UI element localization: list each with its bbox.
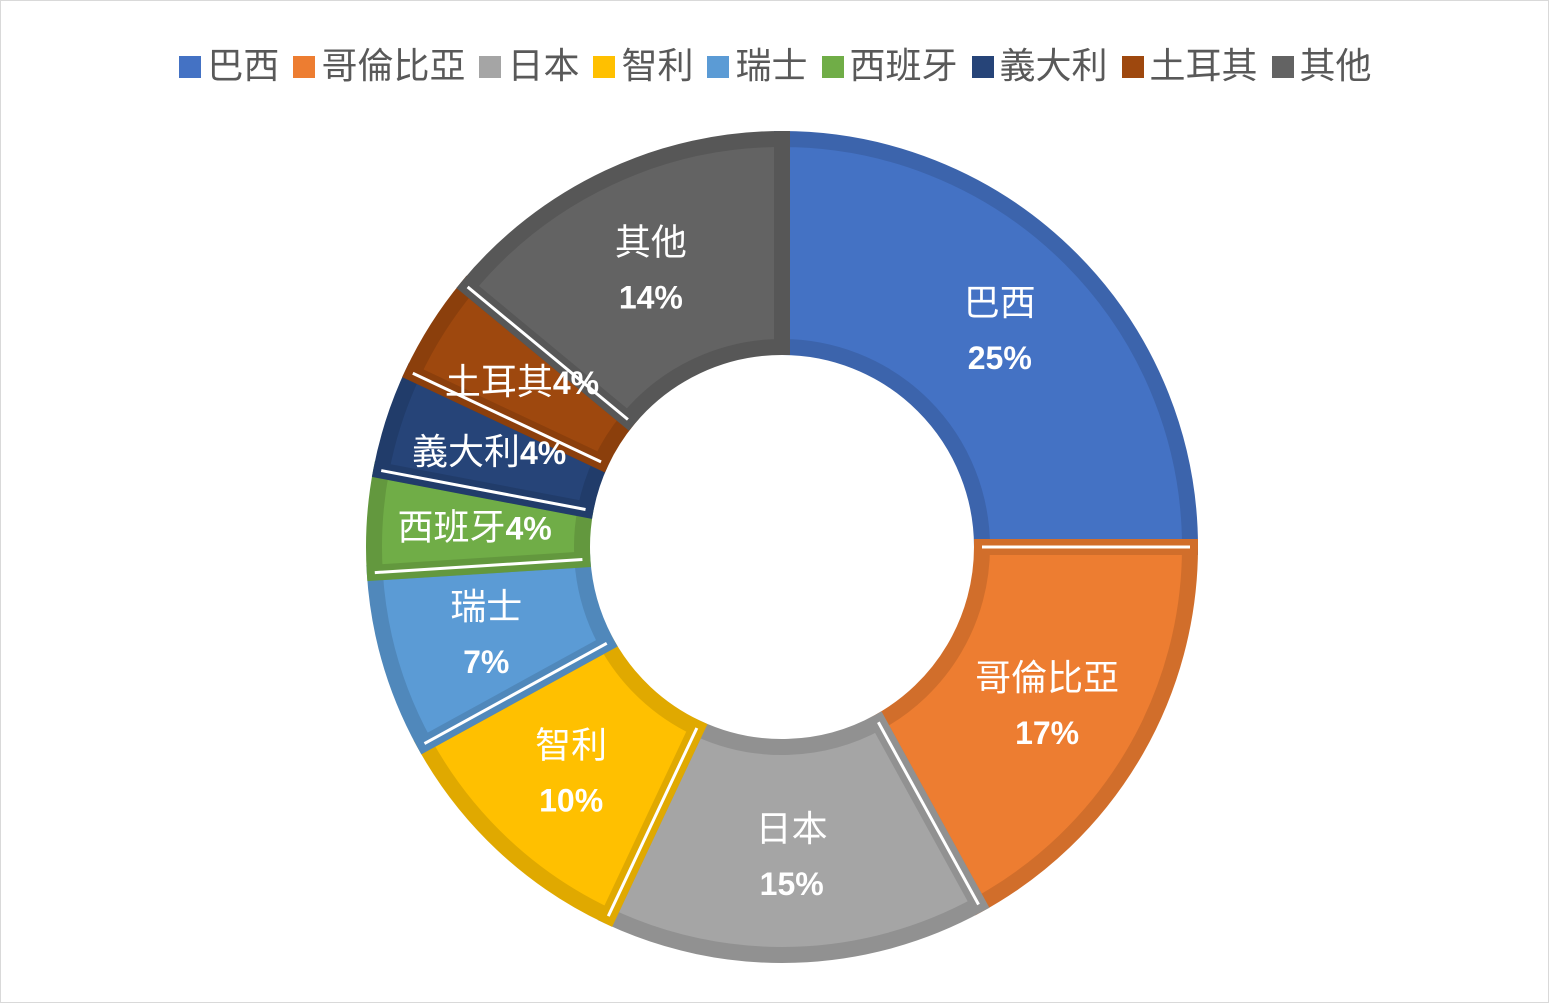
data-labels: 巴西25%哥倫比亞17%日本15%智利10%瑞士7%西班牙4%義大利4%土耳其4… [397, 222, 1119, 902]
legend-swatch [1271, 56, 1294, 78]
slice-separator [606, 727, 699, 917]
slice-separator [466, 285, 629, 421]
slice-label-percent: 4% [505, 511, 551, 547]
legend: 巴西 哥倫比亞 日本 智利 瑞士 西班牙 義大利 土耳其 其他 [1, 39, 1549, 95]
slice-label-name: 西班牙 [397, 508, 505, 549]
legend-swatch [821, 56, 844, 78]
legend-item: 西班牙 [821, 46, 958, 87]
slice-label-percent: 4% [520, 435, 566, 471]
legend-item: 其他 [1271, 46, 1372, 87]
legend-swatch [293, 56, 316, 78]
slice-label-percent: 17% [1015, 715, 1079, 751]
slice-label-name: 巴西 [964, 283, 1036, 324]
legend-label: 西班牙 [849, 46, 958, 87]
legend-label: 巴西 [207, 46, 280, 87]
legend-swatch [593, 56, 616, 78]
slice-label-name: 義大利 [412, 432, 520, 473]
donut-slice [774, 130, 1199, 555]
legend-label: 哥倫比亞 [321, 46, 466, 87]
donut-slice [456, 130, 790, 431]
slice-label-percent: 7% [463, 644, 509, 680]
legend-swatch [179, 56, 202, 78]
slice-separator [374, 558, 583, 575]
legend-label: 土耳其 [1149, 46, 1258, 87]
donut-slice [867, 539, 1199, 916]
slice-label-percent: 25% [968, 340, 1032, 376]
slice-separator [412, 371, 602, 464]
slice-label-name: 日本 [756, 809, 828, 850]
legend-item: 哥倫比亞 [293, 49, 465, 85]
slice-label: 土耳其4% [445, 362, 599, 403]
legend-label: 其他 [1299, 46, 1372, 87]
legend-swatch [1121, 56, 1144, 78]
legend-label: 義大利 [999, 46, 1108, 87]
legend-swatch [707, 56, 730, 78]
slice-label-name: 智利 [535, 726, 607, 767]
legend-item: 日本 [479, 49, 579, 85]
slice-label-percent: 14% [619, 279, 683, 315]
legend-label: 智利 [621, 46, 694, 87]
slice-separator [423, 642, 608, 745]
slice-separator [877, 721, 980, 906]
legend-swatch [479, 56, 502, 78]
legend-item: 土耳其 [1121, 46, 1258, 87]
legend-item: 巴西 [179, 49, 279, 85]
donut-slice [597, 711, 990, 963]
legend-swatch [971, 56, 994, 78]
slice-label-name: 土耳其 [445, 362, 553, 403]
slice-label: 義大利4% [412, 432, 566, 473]
slice-label-percent: 10% [539, 783, 603, 819]
slice-label-percent: 4% [553, 365, 599, 401]
slice-label-name: 哥倫比亞 [975, 658, 1119, 699]
slices [366, 130, 1199, 963]
slice-label-name: 瑞士 [450, 587, 522, 628]
slice-label-percent: 15% [760, 866, 824, 902]
slice-label: 西班牙4% [397, 508, 551, 549]
slice-label-name: 其他 [615, 222, 687, 263]
legend-item: 義大利 [971, 46, 1108, 87]
legend-label: 瑞士 [735, 46, 808, 87]
legend-item: 智利 [593, 49, 693, 85]
legend-item: 瑞士 [707, 46, 808, 87]
slice-separator [380, 469, 586, 511]
legend-label: 日本 [507, 46, 580, 87]
